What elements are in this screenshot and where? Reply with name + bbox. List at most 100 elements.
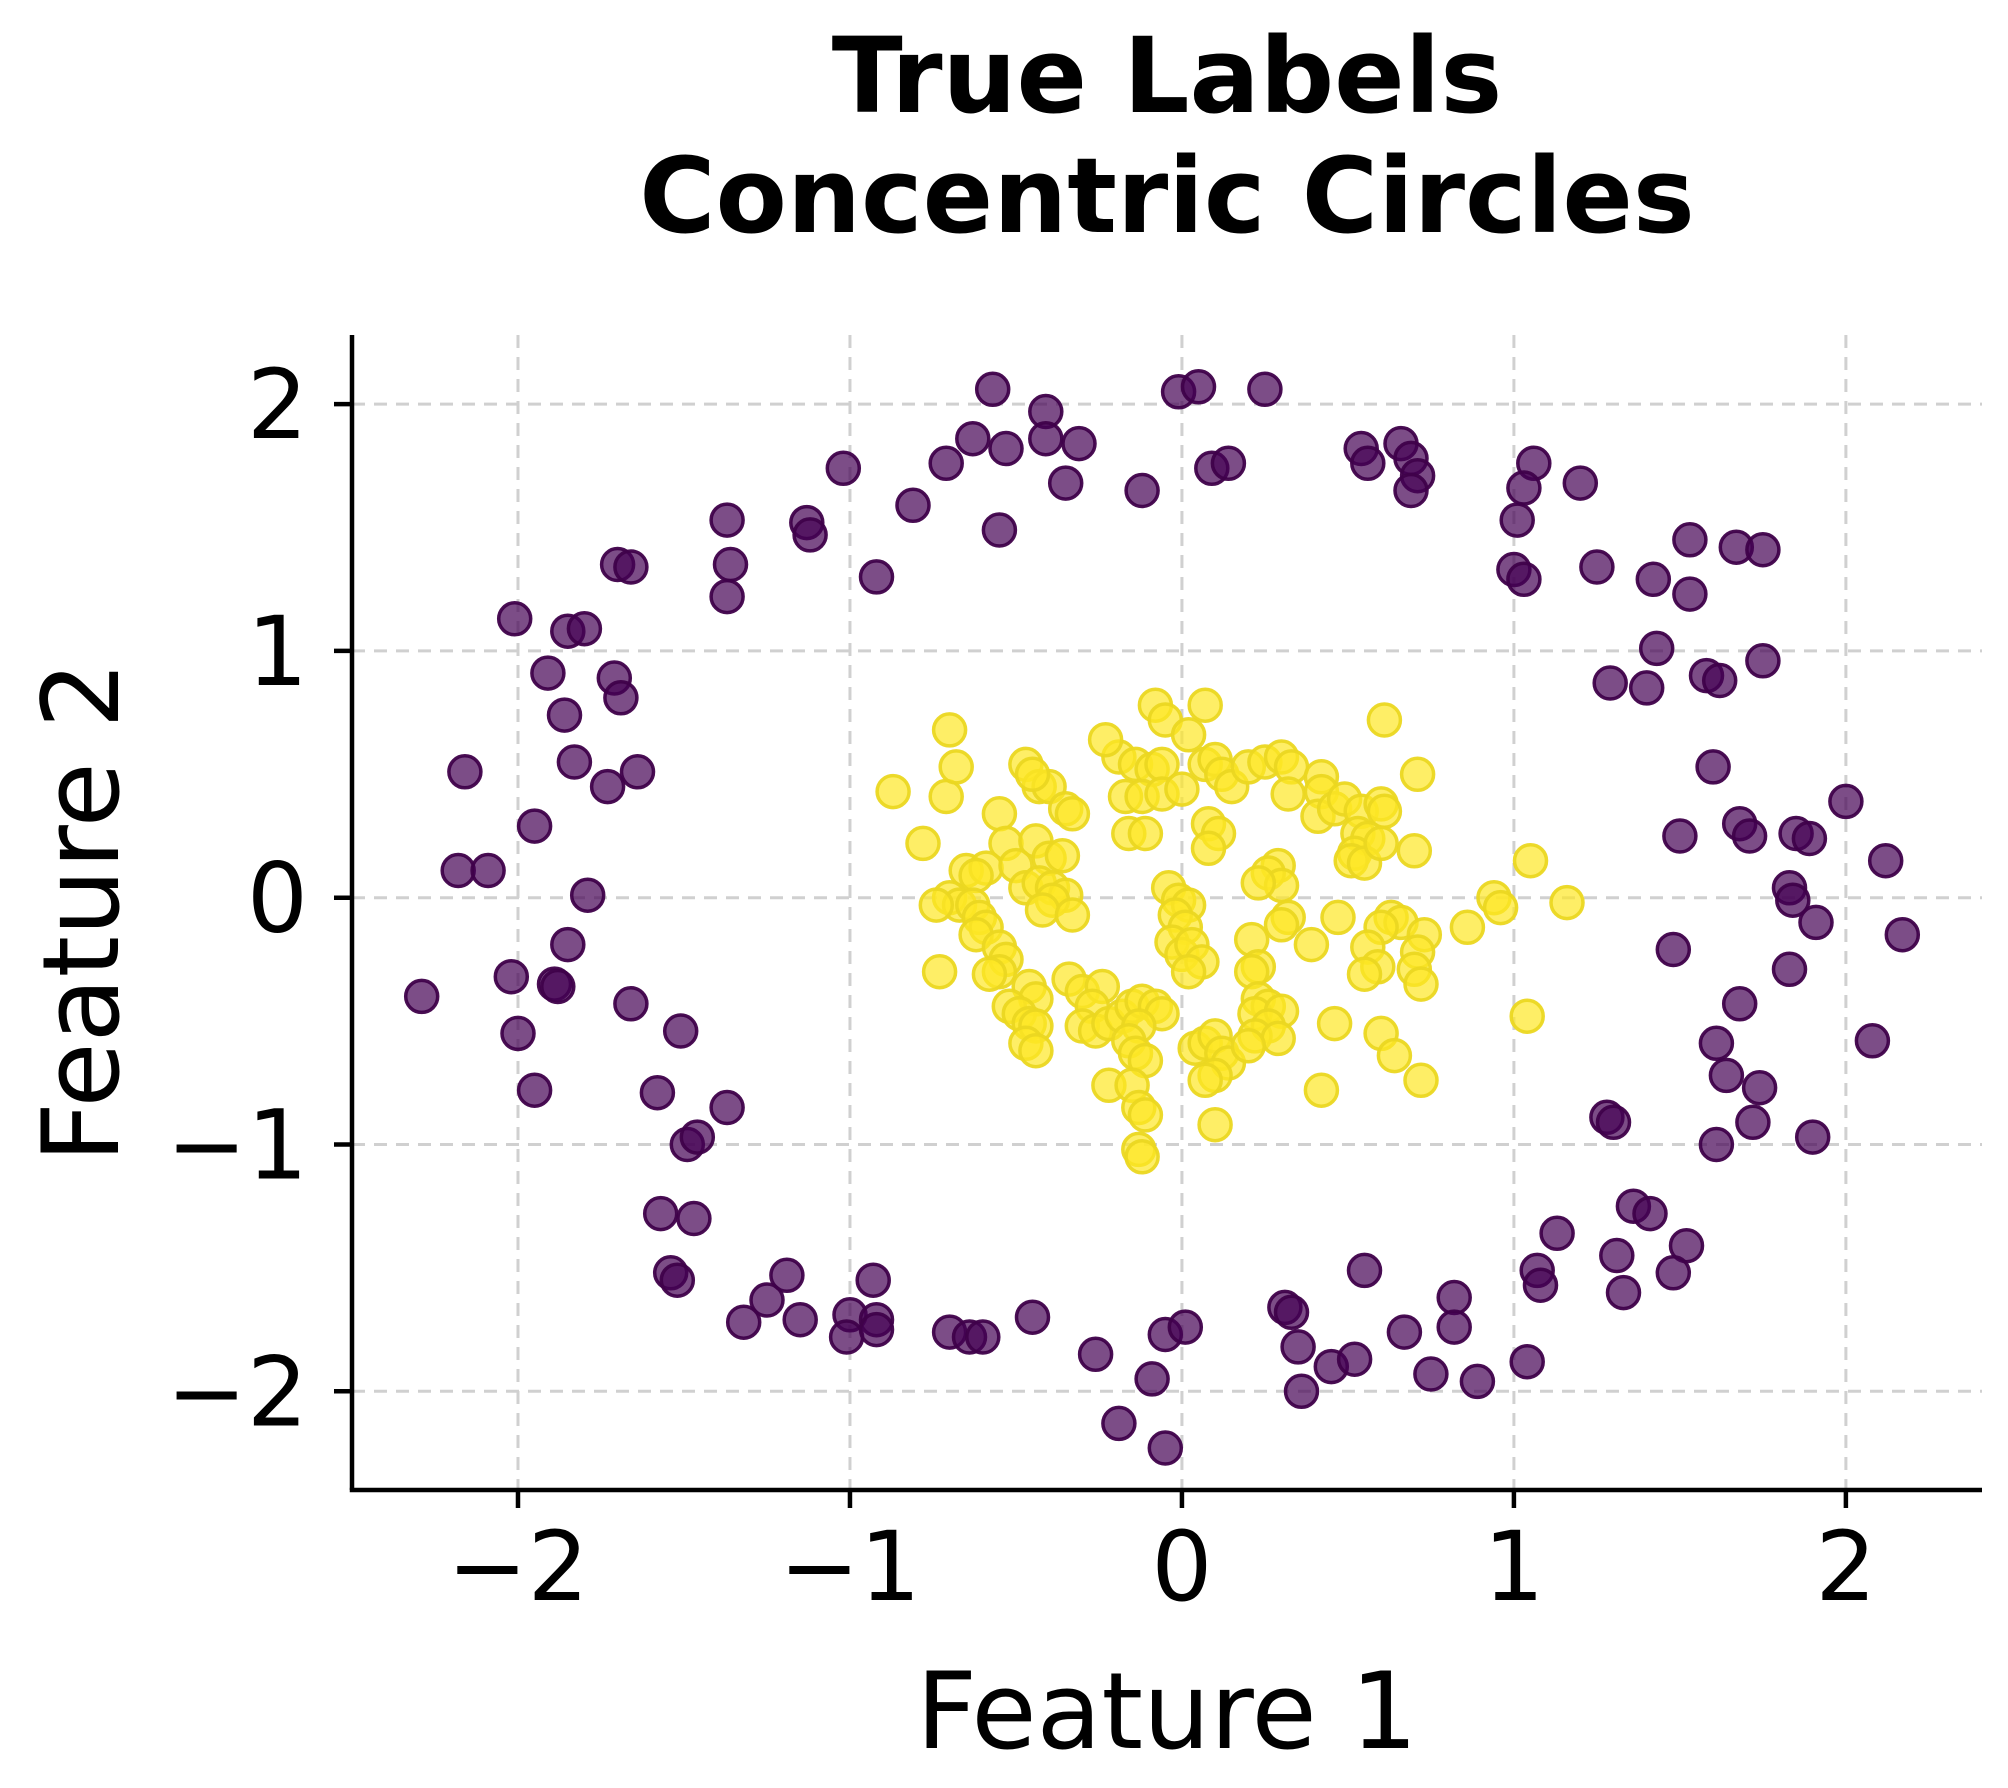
scatter-point-outer-circle-class: [1522, 1267, 1559, 1303]
scatter-point-outer-circle-class: [613, 549, 649, 585]
scatter-point-outer-circle-class: [1014, 1299, 1051, 1335]
scatter-point-outer-circle-class: [988, 430, 1024, 467]
scatter-point-inner-circle-class: [1549, 884, 1585, 921]
scatter-point-outer-circle-class: [1672, 522, 1708, 558]
scatter-point-outer-circle-class: [1635, 561, 1672, 598]
scatter-point-outer-circle-class: [1499, 502, 1535, 538]
scatter-point-outer-circle-class: [1731, 818, 1768, 854]
x-tick-label: 1: [1483, 1511, 1544, 1623]
scatter-point-inner-circle-class: [1190, 830, 1227, 867]
y-tick-label: 1: [247, 596, 308, 708]
y-tick-label: −1: [166, 1089, 308, 1201]
scatter-point-outer-circle-class: [1562, 465, 1599, 501]
scatter-point-outer-circle-class: [792, 517, 828, 553]
scatter-point-outer-circle-class: [550, 926, 586, 963]
scatter-point-outer-circle-class: [1798, 904, 1834, 941]
scatter-point-inner-circle-class: [918, 887, 955, 923]
scatter-point-inner-circle-class: [1187, 1062, 1223, 1099]
scatter-point-outer-circle-class: [895, 487, 931, 524]
scatter-point-outer-circle-class: [1605, 1274, 1642, 1311]
scatter-point-outer-circle-class: [1436, 1279, 1472, 1316]
scatter-point-inner-circle-class: [1399, 756, 1436, 793]
x-tick-label: −1: [779, 1511, 921, 1623]
scatter-point-inner-circle-class: [1303, 1072, 1340, 1108]
scatter-point-outer-circle-class: [725, 1304, 762, 1340]
scatter-point-outer-circle-class: [569, 877, 606, 913]
scatter-point-outer-circle-class: [1698, 1126, 1735, 1163]
y-axis-label: Feature 2: [20, 661, 143, 1163]
scatter-point-inner-circle-class: [1512, 842, 1549, 879]
scatter-point-outer-circle-class: [1336, 1341, 1373, 1377]
scatter-point-outer-circle-class: [1047, 465, 1084, 501]
scatter-point-outer-circle-class: [516, 1072, 553, 1108]
scatter-point-outer-circle-class: [1695, 749, 1731, 785]
y-tick-label: 2: [247, 349, 308, 461]
scatter-point-outer-circle-class: [709, 1089, 745, 1126]
scatter-point-outer-circle-class: [1393, 472, 1429, 509]
scatter-point-outer-circle-class: [1741, 1069, 1778, 1106]
scatter-point-outer-circle-class: [1867, 842, 1904, 879]
scatter-point-outer-circle-class: [828, 1319, 865, 1355]
chart-title-line1: True Labels: [832, 15, 1503, 137]
x-tick-label: −2: [447, 1511, 589, 1623]
scatter-point-outer-circle-class: [782, 1301, 818, 1338]
scatter-point-inner-circle-class: [958, 857, 994, 894]
scatter-point-inner-circle-class: [1320, 899, 1356, 936]
scatter-point-outer-circle-class: [556, 744, 593, 780]
scatter-point-inner-circle-class: [1127, 1097, 1164, 1133]
scatter-point-inner-circle-class: [905, 825, 941, 862]
scatter-point-inner-circle-class: [1316, 1005, 1353, 1042]
scatter-point-inner-circle-class: [1054, 897, 1091, 933]
scatter-point-outer-circle-class: [1701, 662, 1738, 699]
scatter-point-inner-circle-class: [1024, 892, 1061, 928]
scatter-point-outer-circle-class: [1167, 1309, 1204, 1345]
scatter-point-inner-circle-class: [1124, 1139, 1160, 1175]
scatter-point-outer-circle-class: [603, 680, 639, 716]
scatter-point-outer-circle-class: [1771, 951, 1808, 988]
scatter-point-inner-circle-class: [928, 778, 964, 815]
scatter-point-outer-circle-class: [769, 1257, 805, 1294]
scatter-point-outer-circle-class: [965, 1319, 1001, 1355]
scatter-point-inner-circle-class: [931, 712, 968, 748]
scatter-point-inner-circle-class: [1127, 815, 1164, 852]
scatter-point-inner-circle-class: [981, 796, 1018, 832]
scatter-point-inner-circle-class: [1509, 998, 1545, 1034]
scatter-point-inner-circle-class: [1482, 889, 1519, 926]
scatter-point-outer-circle-class: [589, 768, 626, 805]
scatter-point-outer-circle-class: [659, 1262, 696, 1298]
scatter-point-inner-circle-class: [938, 749, 974, 785]
scatter-point-inner-circle-class: [1170, 717, 1207, 753]
scatter-point-outer-circle-class: [1599, 1237, 1635, 1274]
scatter-point-outer-circle-class: [1061, 425, 1097, 462]
scatter-point-outer-circle-class: [1579, 549, 1615, 585]
scatter-point-outer-circle-class: [1884, 916, 1921, 953]
scatter-point-inner-circle-class: [1346, 956, 1383, 992]
scatter-point-outer-circle-class: [1791, 820, 1828, 857]
scatter-point-outer-circle-class: [1775, 882, 1811, 918]
scatter-point-outer-circle-class: [1735, 1104, 1771, 1141]
scatter-point-outer-circle-class: [530, 655, 566, 691]
scatter-point-inner-circle-class: [1363, 825, 1399, 862]
scatter-point-outer-circle-class: [1828, 783, 1864, 820]
scatter-point-inner-circle-class: [1403, 1062, 1439, 1099]
scatter-point-outer-circle-class: [1708, 1057, 1745, 1094]
scatter-point-outer-circle-class: [639, 1074, 676, 1111]
scatter-point-inner-circle-class: [1403, 966, 1439, 1002]
scatter-point-inner-circle-class: [1044, 837, 1081, 874]
scatter-point-outer-circle-class: [440, 852, 476, 889]
scatter-point-inner-circle-class: [1396, 833, 1433, 869]
scatter-point-outer-circle-class: [1350, 445, 1386, 482]
scatter-point-inner-circle-class: [1164, 771, 1200, 807]
scatter-point-outer-circle-class: [1662, 818, 1698, 854]
scatter-point-outer-circle-class: [470, 852, 506, 889]
scatter-point-inner-circle-class: [1449, 909, 1486, 946]
scatter-point-outer-circle-class: [1506, 470, 1542, 506]
scatter-point-outer-circle-class: [858, 1311, 895, 1348]
scatter-point-inner-circle-class: [1376, 1037, 1413, 1074]
scatter-point-outer-circle-class: [496, 601, 533, 637]
scatter-point-outer-circle-class: [1628, 670, 1665, 706]
scatter-point-outer-circle-class: [1413, 1356, 1449, 1392]
scatter-point-outer-circle-class: [516, 808, 553, 844]
chart-title-line2: Concentric Circles: [639, 135, 1695, 257]
